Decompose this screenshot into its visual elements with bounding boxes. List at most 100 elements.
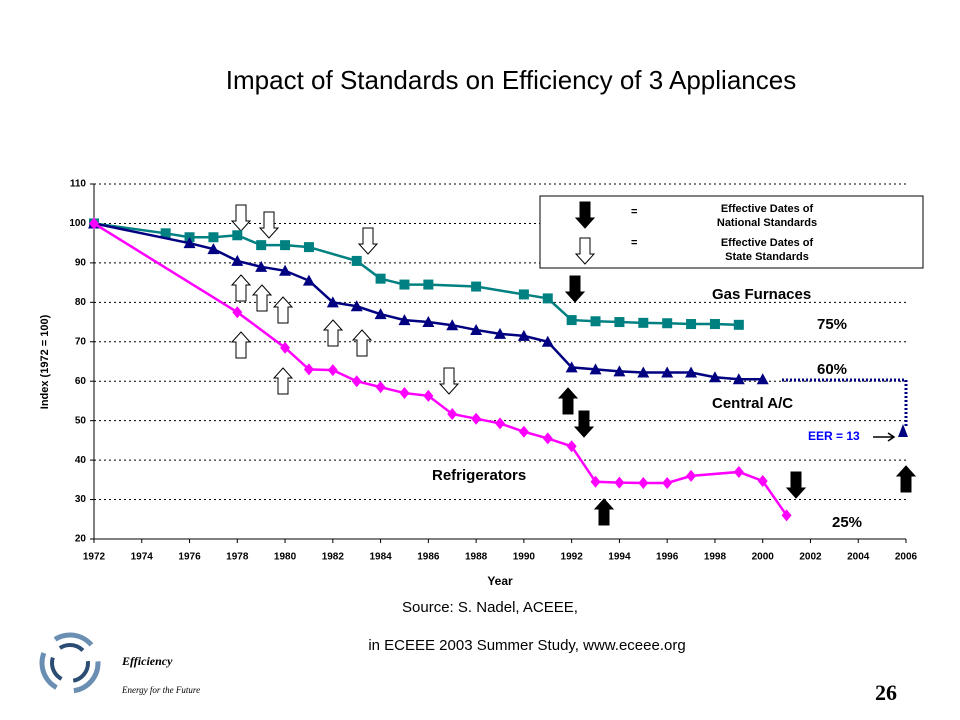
data-point [302, 274, 315, 286]
data-point [375, 381, 386, 394]
data-point [590, 316, 601, 327]
y-tick-label: 30 [75, 494, 87, 505]
data-point [542, 293, 553, 304]
state-arrow [272, 296, 294, 324]
data-point [733, 319, 744, 330]
x-tick-label: 1988 [465, 552, 488, 563]
data-point [566, 440, 577, 453]
annotation: 25% [832, 514, 862, 531]
data-point [709, 319, 720, 330]
eer-line [782, 378, 908, 428]
series-line [93, 222, 763, 381]
eer-label: EER = 13 [808, 429, 860, 443]
data-point [781, 509, 792, 522]
data-point [518, 289, 529, 300]
state-arrow [272, 367, 294, 395]
data-point [494, 327, 506, 339]
y-tick-label: 110 [70, 179, 87, 190]
data-point [375, 273, 386, 284]
data-point [232, 230, 243, 241]
data-point [733, 465, 744, 478]
state-arrow [357, 227, 379, 255]
x-tick-label: 2000 [752, 552, 775, 563]
y-tick-label: 50 [75, 415, 87, 426]
x-axis-label: Year [487, 574, 513, 588]
data-point [351, 375, 362, 388]
data-point [256, 240, 267, 251]
data-point [303, 242, 314, 253]
y-tick-label: 100 [69, 218, 86, 229]
y-tick-label: 40 [75, 455, 87, 466]
source-line: in ECEEE 2003 Summer Study, www.eceee.or… [368, 637, 685, 654]
page-number: 26 [875, 680, 897, 705]
data-point [351, 255, 362, 266]
data-point [589, 363, 602, 375]
data-point [280, 240, 291, 251]
state-arrow [230, 274, 252, 302]
data-point [732, 373, 745, 385]
annotation: 60% [817, 361, 847, 378]
x-tick-label: 2004 [847, 552, 870, 563]
state-arrow [251, 284, 273, 312]
data-point [208, 232, 219, 243]
data-point [232, 306, 243, 319]
data-point [183, 237, 196, 249]
y-tick-label: 90 [75, 258, 87, 269]
data-point [495, 417, 505, 430]
state-arrow [230, 331, 252, 359]
national-arrow [557, 387, 579, 415]
national-arrow [593, 498, 615, 526]
data-point [303, 363, 314, 376]
data-point [542, 432, 553, 445]
series-label: Gas Furnaces [712, 286, 811, 303]
data-point [662, 318, 673, 329]
legend-text: Effective Dates of [721, 237, 814, 249]
state-arrow [230, 204, 252, 232]
data-point [614, 476, 625, 489]
x-tick-label: 1982 [322, 552, 345, 563]
x-tick-label: 1986 [417, 552, 440, 563]
data-point [470, 323, 483, 335]
data-point [590, 475, 601, 488]
data-point [614, 317, 625, 328]
series-label: Central A/C [712, 395, 793, 412]
data-point [399, 279, 410, 290]
data-point [638, 317, 649, 328]
x-tick-label: 1994 [608, 552, 631, 563]
data-point [756, 373, 769, 385]
y-tick-label: 80 [75, 297, 87, 308]
data-point [686, 319, 697, 330]
data-point [447, 407, 458, 420]
data-point [231, 254, 244, 266]
data-point [280, 341, 291, 354]
data-point [517, 329, 530, 341]
x-tick-label: 1980 [274, 552, 297, 563]
data-point [422, 316, 435, 328]
data-point [471, 412, 482, 425]
legend-equals: = [631, 206, 637, 218]
legend-text: Effective Dates of [721, 203, 814, 215]
source-line: Source: S. Nadel, ACEEE, [402, 599, 578, 616]
data-point [398, 314, 411, 326]
data-point [279, 264, 292, 276]
legend-equals: = [631, 237, 637, 249]
series-label: Refrigerators [432, 467, 526, 484]
slide-title: Impact of Standards on Efficiency of 3 A… [226, 65, 796, 95]
legend-text: National Standards [717, 217, 817, 229]
legend-text: State Standards [725, 251, 809, 263]
x-tick-label: 2006 [895, 552, 918, 563]
legend-box [539, 195, 924, 269]
data-point [374, 308, 387, 320]
data-point [446, 319, 459, 331]
data-point [685, 366, 698, 378]
logo [39, 632, 101, 694]
state-arrow [258, 211, 280, 239]
x-tick-label: 1996 [656, 552, 679, 563]
data-point [89, 217, 99, 230]
data-point [423, 389, 434, 402]
data-point [327, 364, 338, 377]
data-point [686, 469, 697, 482]
data-point [565, 361, 578, 373]
data-point [638, 476, 649, 489]
national-arrow [564, 275, 586, 303]
